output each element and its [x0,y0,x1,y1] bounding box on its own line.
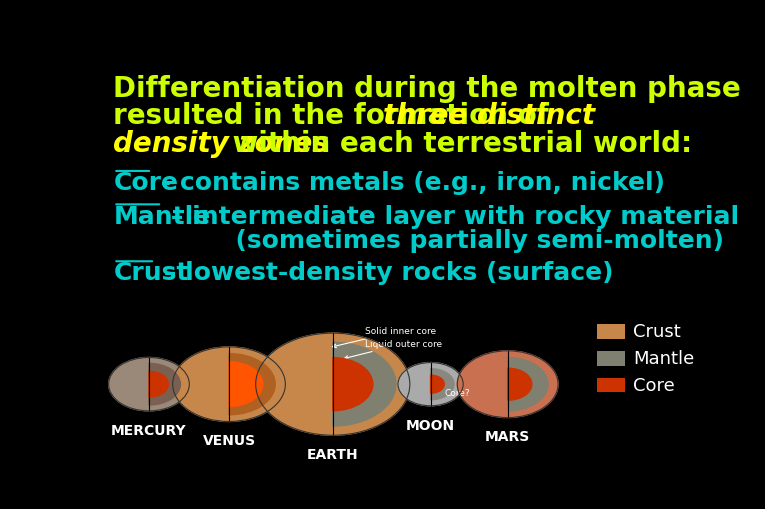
Text: MARS: MARS [485,430,530,443]
Circle shape [173,347,285,421]
Text: - contains metals (e.g., iron, nickel): - contains metals (e.g., iron, nickel) [152,171,665,195]
Text: MOON: MOON [406,418,455,432]
Text: Mantle: Mantle [633,349,695,367]
Circle shape [109,358,189,411]
Text: EARTH: EARTH [307,447,359,461]
Text: three distinct: three distinct [382,102,594,130]
Text: Core: Core [633,376,675,394]
Circle shape [398,363,463,406]
Text: within each terrestrial world:: within each terrestrial world: [223,130,692,158]
Text: Crust: Crust [113,261,189,285]
Circle shape [457,351,558,418]
Text: MERCURY: MERCURY [111,423,187,437]
Text: Solid inner core: Solid inner core [333,326,437,348]
Bar [597,351,625,366]
Text: – lowest-density rocks (surface): – lowest-density rocks (surface) [155,261,614,285]
Text: Differentiation during the molten phase: Differentiation during the molten phase [113,75,741,103]
Wedge shape [149,372,168,397]
Circle shape [256,333,410,435]
Text: Crust: Crust [633,323,681,341]
Text: Core: Core [113,171,178,195]
Text: VENUS: VENUS [203,434,256,447]
Wedge shape [149,363,181,405]
Wedge shape [229,362,263,407]
Text: resulted in the formation of: resulted in the formation of [113,102,559,130]
Text: Liquid outer core: Liquid outer core [344,340,442,360]
Text: Mantle: Mantle [113,204,210,228]
Text: – intermediate layer with rocky material: – intermediate layer with rocky material [162,204,739,228]
Wedge shape [508,369,532,401]
Wedge shape [431,375,444,393]
Wedge shape [229,354,275,415]
Wedge shape [508,358,548,411]
Text: (sometimes partially semi-molten): (sometimes partially semi-molten) [113,229,724,253]
Wedge shape [333,358,373,411]
Wedge shape [333,343,396,426]
Wedge shape [431,369,454,400]
Bar [597,324,625,340]
Text: density zones: density zones [113,130,329,158]
Bar [597,378,625,392]
Text: Core?: Core? [431,388,470,397]
